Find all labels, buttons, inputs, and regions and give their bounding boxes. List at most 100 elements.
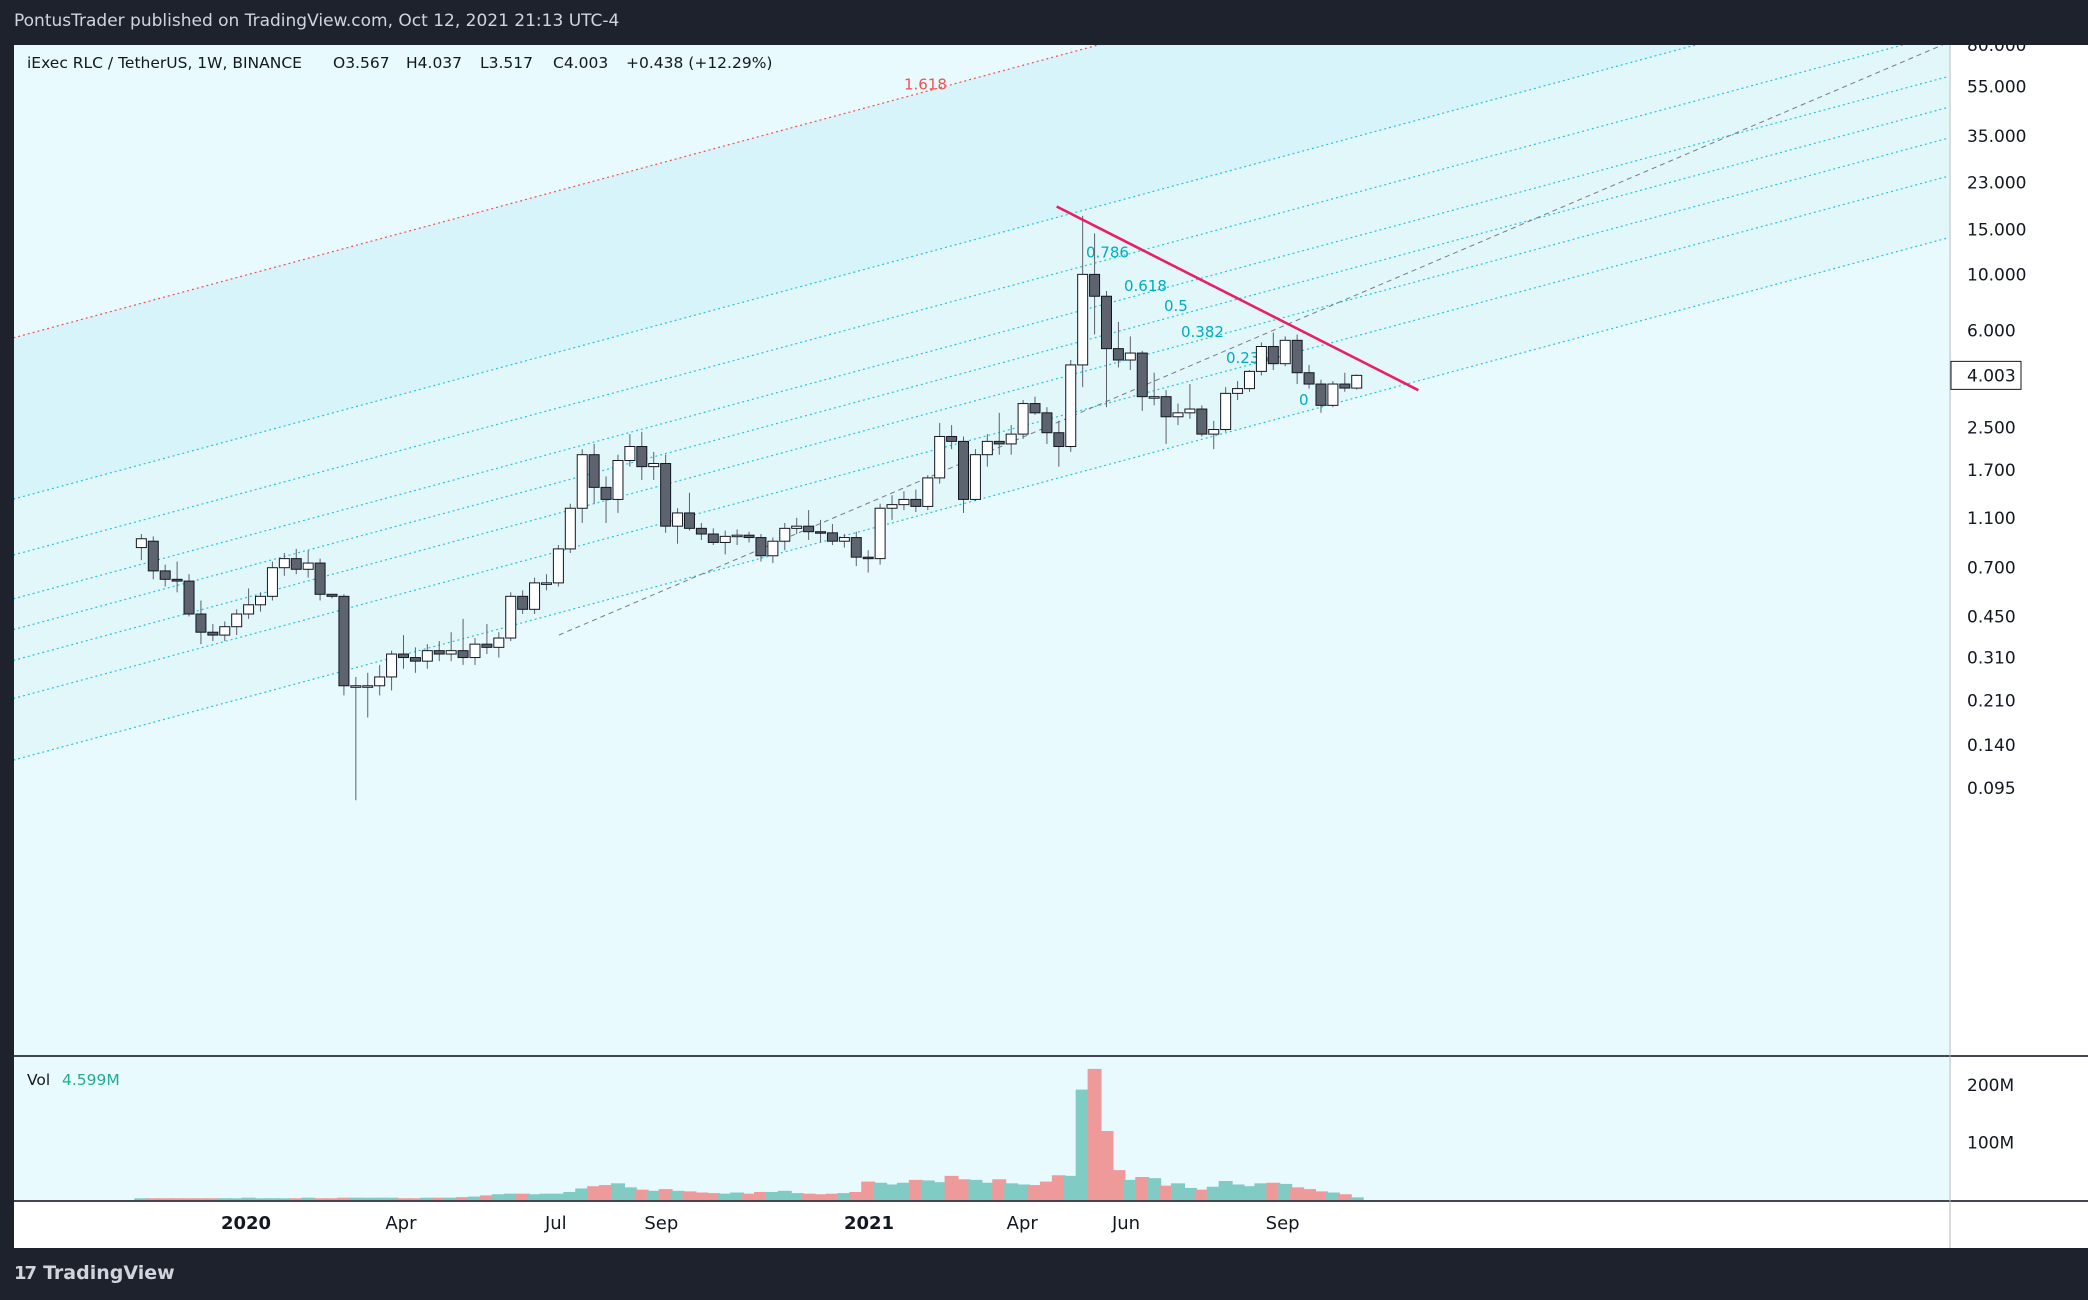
volume-bar	[1051, 1175, 1066, 1200]
time-axis[interactable]: 2020 Apr Jul Sep 2021 Apr Jun Sep	[221, 1213, 1300, 1234]
volume-bar	[444, 1197, 459, 1200]
price-tick-label: 0.310	[1967, 649, 2016, 669]
price-tick-label: 0.095	[1967, 779, 2016, 799]
volume-bar	[479, 1195, 494, 1200]
volume-bar	[968, 1179, 983, 1200]
candle-body	[219, 626, 231, 636]
candle-body	[135, 538, 147, 549]
candle	[588, 443, 600, 504]
tradingview-brand[interactable]: 17 TradingView	[14, 1262, 175, 1284]
candle-body	[1339, 383, 1351, 389]
ohlc-open: O3.567	[333, 54, 390, 72]
candle	[636, 431, 648, 481]
volume-last-value: 4.599M	[62, 1071, 120, 1089]
volume-bar	[467, 1196, 482, 1200]
candle	[1267, 332, 1279, 371]
candle	[683, 492, 695, 531]
volume-bar	[277, 1198, 292, 1200]
volume-bar	[837, 1193, 852, 1200]
volume-bar	[718, 1193, 733, 1200]
candle	[886, 495, 898, 520]
candle	[135, 534, 147, 561]
time-tick-label: Jun	[1111, 1213, 1140, 1234]
candle-body	[1351, 374, 1363, 389]
candle	[981, 434, 993, 467]
candle-body	[922, 477, 934, 507]
price-tick-label: 0.210	[1967, 692, 2016, 712]
candle	[1279, 336, 1291, 367]
volume-bar	[396, 1198, 411, 1200]
volume-bar	[575, 1188, 590, 1200]
candle-body	[540, 582, 552, 585]
candle	[576, 449, 588, 523]
volume-bar	[539, 1193, 554, 1200]
candle-body	[1017, 403, 1029, 435]
volume-bar	[551, 1193, 566, 1200]
fib-level-line	[14, 45, 1698, 500]
volume-bar	[217, 1198, 232, 1200]
candle	[719, 530, 731, 555]
candle-body	[338, 595, 350, 687]
candle	[803, 510, 815, 540]
candle	[362, 672, 374, 718]
volume-bar	[193, 1198, 208, 1200]
candle-body	[993, 440, 1005, 445]
candle-body	[1196, 408, 1208, 435]
candle	[1243, 370, 1255, 392]
last-price-badge	[1950, 360, 2022, 390]
volume-bar	[908, 1179, 923, 1200]
candle-body	[1124, 352, 1136, 361]
price-axis[interactable]: 80.000 55.000 35.000 23.000 15.000 10.000 6.00…	[1950, 45, 2026, 799]
candle	[1303, 364, 1315, 389]
candle-body	[850, 537, 862, 558]
volume-bar	[825, 1193, 840, 1200]
time-tick-label: 2021	[844, 1213, 894, 1234]
volume-bar	[491, 1194, 506, 1200]
candle	[266, 561, 278, 601]
fib-level-line	[14, 106, 1949, 631]
candle-body	[874, 507, 886, 560]
candle	[1017, 400, 1029, 439]
candle	[1208, 420, 1220, 450]
price-tick-label: 35.000	[1967, 127, 2026, 147]
candle	[290, 548, 302, 575]
volume-legend: Vol 4.599M	[27, 1071, 120, 1089]
candle-body	[1041, 412, 1053, 434]
candle	[1160, 390, 1172, 444]
last-price-label: 4.003	[1967, 366, 2016, 386]
candle-body	[946, 435, 958, 442]
candle	[326, 593, 338, 599]
volume-bar	[170, 1198, 185, 1200]
time-tick-label: Apr	[1007, 1213, 1039, 1234]
volume-bar	[1242, 1186, 1257, 1200]
candle	[648, 451, 660, 481]
volume-bar	[182, 1198, 197, 1200]
volume-bar	[146, 1198, 161, 1200]
candle	[386, 650, 398, 691]
volume-bar	[610, 1183, 625, 1200]
volume-bar	[1159, 1185, 1174, 1200]
trendline-drawing[interactable]	[1056, 205, 1419, 392]
candle-body	[1184, 408, 1196, 414]
candle-body	[350, 685, 362, 688]
volume-bar	[384, 1197, 399, 1200]
candle	[791, 517, 803, 535]
volume-bar	[646, 1190, 661, 1200]
candle	[624, 434, 636, 467]
volume-bar	[849, 1191, 864, 1200]
candle-body	[1077, 273, 1089, 366]
price-tick-label: 0.450	[1967, 607, 2016, 627]
candle-body	[231, 613, 243, 628]
volume-bar	[813, 1194, 828, 1200]
candle-series[interactable]	[135, 215, 1363, 801]
volume-bar	[1302, 1189, 1317, 1200]
candle-body	[243, 604, 255, 615]
volume-bar	[765, 1191, 780, 1200]
time-tick-label: 2020	[221, 1213, 271, 1234]
candle-body	[1136, 352, 1148, 398]
candle	[278, 552, 290, 576]
candle-body	[1255, 346, 1267, 372]
price-tick-label: 2.500	[1967, 418, 2016, 438]
